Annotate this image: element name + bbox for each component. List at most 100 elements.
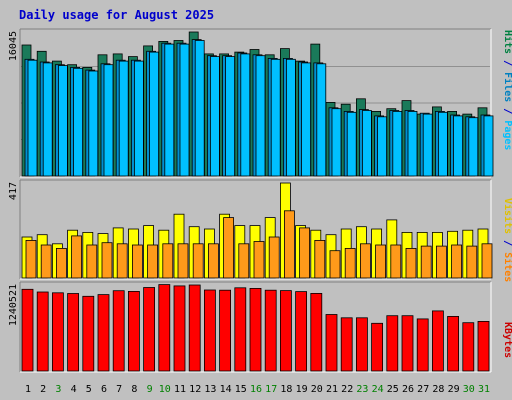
day-label-18: 18 <box>280 384 292 395</box>
day-label-25: 25 <box>387 384 399 395</box>
bar-kbytes-day-18 <box>279 290 292 372</box>
bar-kbytes-day-28 <box>431 310 444 372</box>
bar-pages-day-31 <box>483 115 494 177</box>
bar-pages-day-23 <box>361 110 372 177</box>
bar-pages-day-3 <box>58 65 68 177</box>
day-label-2: 2 <box>40 384 46 395</box>
bar-pages-day-5 <box>88 70 99 177</box>
bar-kbytes-day-17 <box>264 289 277 372</box>
day-label-21: 21 <box>326 384 338 395</box>
bar-sites-day-13 <box>207 243 219 279</box>
bar-kbytes-day-15 <box>234 287 247 372</box>
day-label-23: 23 <box>356 384 368 395</box>
bar-sites-day-22 <box>344 247 356 279</box>
bar-pages-day-30 <box>468 117 479 177</box>
bar-pages-day-8 <box>133 60 144 177</box>
bar-sites-day-16 <box>253 241 265 279</box>
day-label-16: 16 <box>250 384 262 395</box>
bar-pages-day-20 <box>316 63 327 177</box>
bar-kbytes-day-3 <box>52 292 64 372</box>
series-legend: Visits / Sites <box>502 198 512 282</box>
day-label-9: 9 <box>147 384 153 395</box>
day-label-12: 12 <box>189 384 201 395</box>
bar-sites-day-12 <box>192 243 204 279</box>
day-label-31: 31 <box>478 384 490 395</box>
bar-sites-day-5 <box>86 244 98 279</box>
bar-kbytes-day-26 <box>401 315 414 372</box>
bar-kbytes-day-23 <box>355 317 368 372</box>
bar-kbytes-day-19 <box>295 291 308 372</box>
bar-pages-day-19 <box>301 62 312 177</box>
bar-sites-day-14 <box>223 217 235 279</box>
bar-pages-day-18 <box>285 58 296 177</box>
bar-kbytes-day-4 <box>67 293 79 372</box>
bar-pages-day-28 <box>437 111 448 177</box>
bar-sites-day-31 <box>481 243 493 279</box>
day-label-26: 26 <box>402 384 414 395</box>
day-label-28: 28 <box>432 384 444 395</box>
bar-kbytes-day-31 <box>477 320 490 372</box>
day-label-7: 7 <box>116 384 122 395</box>
bar-kbytes-day-5 <box>82 295 95 372</box>
day-label-24: 24 <box>372 384 384 395</box>
bar-kbytes-day-10 <box>158 284 171 372</box>
bar-kbytes-day-7 <box>112 290 125 372</box>
bar-sites-day-15 <box>238 243 250 279</box>
bar-kbytes-day-13 <box>203 289 216 372</box>
bar-kbytes-day-8 <box>127 290 140 372</box>
bar-kbytes-day-25 <box>386 315 399 372</box>
bar-sites-day-1 <box>25 239 37 279</box>
bar-kbytes-day-22 <box>340 317 353 372</box>
bar-pages-day-15 <box>240 53 251 177</box>
bar-sites-day-25 <box>390 244 402 279</box>
legend-item: Visits <box>502 198 512 234</box>
bar-sites-day-3 <box>56 247 67 279</box>
bar-pages-day-22 <box>346 111 357 177</box>
bar-sites-day-11 <box>177 243 189 279</box>
bar-kbytes-day-29 <box>447 315 460 372</box>
day-label-22: 22 <box>341 384 353 395</box>
bar-sites-day-2 <box>40 244 52 279</box>
panel-hits-files-pages: 16045 Hits / Files / Pages <box>8 28 512 178</box>
legend-item: Pages <box>502 120 512 150</box>
bar-sites-day-17 <box>268 236 280 279</box>
day-label-13: 13 <box>204 384 216 395</box>
bar-sites-day-8 <box>131 244 143 279</box>
bar-sites-day-19 <box>299 227 311 279</box>
bar-kbytes-day-21 <box>325 314 338 372</box>
bar-sites-day-23 <box>359 243 371 279</box>
bar-pages-day-25 <box>392 111 403 177</box>
day-label-19: 19 <box>296 384 308 395</box>
bar-pages-day-4 <box>73 67 83 177</box>
bar-pages-day-26 <box>407 111 418 177</box>
bar-kbytes-day-24 <box>371 322 384 372</box>
bar-sites-day-4 <box>71 235 82 279</box>
bar-sites-day-7 <box>116 243 128 279</box>
bar-pages-day-2 <box>42 62 53 177</box>
legend-item: KBytes <box>502 322 512 358</box>
day-label-29: 29 <box>448 384 460 395</box>
bar-kbytes-day-11 <box>173 285 186 372</box>
ymax-label: 16045 <box>8 31 19 61</box>
bar-kbytes-day-20 <box>310 292 323 372</box>
series-legend: Hits / Files / Pages <box>502 30 512 150</box>
day-label-27: 27 <box>417 384 429 395</box>
panel-visits-sites: 417 Visits / Sites <box>8 179 512 282</box>
bar-kbytes-day-6 <box>97 294 110 372</box>
bar-pages-day-16 <box>255 55 266 177</box>
bar-sites-day-27 <box>420 245 432 279</box>
bar-sites-day-30 <box>466 245 478 279</box>
bar-pages-day-14 <box>225 56 236 177</box>
legend-item: Sites <box>502 252 512 282</box>
panel-kbytes: 1240521 KBytes <box>8 281 512 373</box>
legend-item: / <box>502 54 512 72</box>
legend-item: Files <box>502 72 512 102</box>
series-legend: KBytes <box>502 322 512 358</box>
bar-pages-day-9 <box>149 51 160 177</box>
bar-sites-day-20 <box>314 239 326 279</box>
day-label-14: 14 <box>220 384 232 395</box>
bar-kbytes-day-1 <box>21 288 34 372</box>
day-axis-labels: 1 2 3 4 5 6 7 8 9 10 11 12 13 14 15 16 17 18 19 20 21 22 23 24 2… <box>25 384 490 395</box>
bar-pages-day-17 <box>270 58 281 177</box>
bar-pages-day-13 <box>209 56 220 177</box>
